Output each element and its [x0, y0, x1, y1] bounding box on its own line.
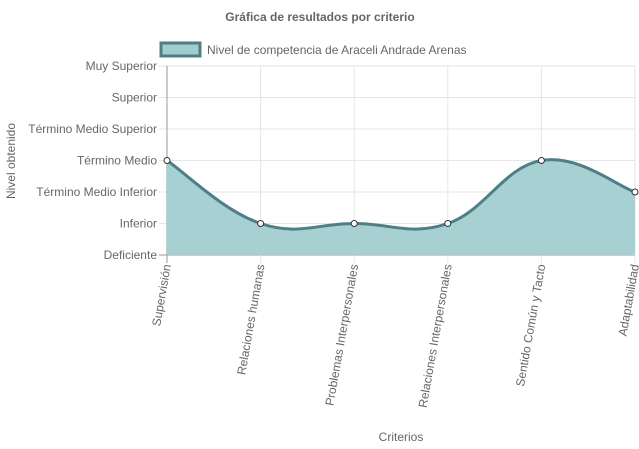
- legend[interactable]: Nivel de competencia de Araceli Andrade …: [159, 41, 467, 58]
- data-points: [163, 157, 639, 227]
- chart-title: Gráfica de resultados por criterio: [225, 10, 414, 24]
- x-axis-title: Criterios: [379, 430, 424, 444]
- y-tick-label: Término Medio Superior: [28, 122, 157, 136]
- x-tick-label: Adaptabilidad: [616, 263, 639, 337]
- y-tick-label: Término Medio Inferior: [36, 185, 157, 199]
- x-tick-label: Supervisión: [149, 263, 174, 327]
- data-point: [257, 220, 265, 227]
- area-fill: [167, 159, 635, 255]
- data-point: [163, 157, 171, 164]
- legend-label: Nivel de competencia de Araceli Andrade …: [207, 43, 467, 57]
- x-tick-label: Relaciones Interpersonales: [416, 263, 455, 409]
- y-tick-label: Inferior: [120, 217, 157, 231]
- y-axis-title: Nivel obtenido: [4, 123, 18, 199]
- data-point: [537, 157, 545, 164]
- series-line: [166, 158, 636, 231]
- series-area: [166, 158, 636, 255]
- data-point: [444, 220, 452, 227]
- data-point: [631, 188, 639, 196]
- data-point: [350, 220, 358, 227]
- x-tick-label: Relaciones humanas: [234, 263, 267, 376]
- x-tick-label: Sentido Común y Tacto: [513, 263, 548, 388]
- x-axis: Supervisión Relaciones humanas Problemas I…: [149, 263, 639, 409]
- x-tick-label: Problemas Interpersonales: [322, 263, 361, 407]
- y-tick-label: Término Medio: [77, 154, 157, 168]
- y-tick-label: Deficiente: [104, 248, 158, 262]
- y-tick-label: Muy Superior: [86, 59, 157, 73]
- y-axis: Deficiente Inferior Término Medio Inferior…: [28, 59, 157, 262]
- y-tick-label: Superior: [112, 91, 157, 105]
- legend-swatch: [159, 41, 202, 58]
